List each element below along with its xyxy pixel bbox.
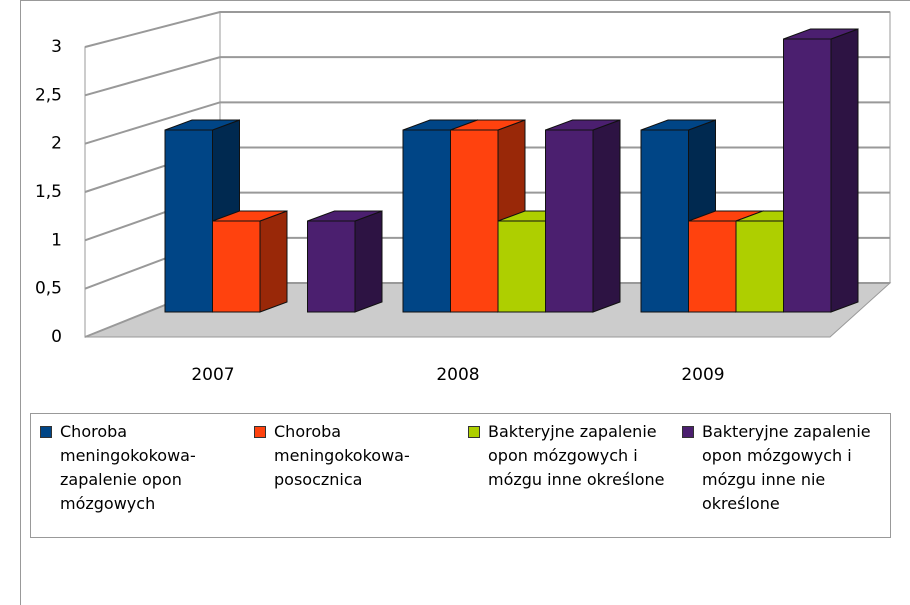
x-tick-label: 2007 bbox=[191, 365, 234, 385]
bar bbox=[212, 210, 288, 313]
grid-line bbox=[84, 56, 890, 97]
bar-front bbox=[307, 220, 356, 313]
bar-front bbox=[783, 38, 832, 313]
frame bbox=[20, 0, 910, 605]
bar-side bbox=[354, 210, 383, 313]
bar bbox=[545, 119, 621, 313]
bar-front bbox=[212, 220, 261, 313]
legend-box bbox=[30, 413, 891, 538]
legend-entry: Bakteryjne zapalenie opon mózgowych i mó… bbox=[468, 420, 668, 492]
legend-label: Bakteryjne zapalenie opon mózgowych i mó… bbox=[488, 422, 665, 489]
y-tick-label: 3 bbox=[51, 37, 62, 57]
y-tick-label: 0 bbox=[51, 327, 62, 347]
y-tick-label: 1 bbox=[51, 230, 62, 250]
y-tick-label: 2,5 bbox=[35, 85, 62, 105]
bar-side bbox=[259, 210, 288, 313]
bar-front bbox=[402, 129, 451, 313]
legend-label: Choroba meningokokowa-posocznica bbox=[274, 422, 410, 489]
legend-label: Bakteryjne zapalenie opon mózgowych i mó… bbox=[702, 422, 871, 513]
bar-front bbox=[545, 129, 594, 313]
y-tick-label: 0,5 bbox=[35, 279, 62, 299]
bar-front bbox=[688, 220, 737, 313]
bar bbox=[783, 28, 859, 313]
y-tick-label: 1,5 bbox=[35, 182, 62, 202]
bar-side bbox=[830, 28, 859, 313]
legend-entry: Choroba meningokokowa-zapalenie opon móz… bbox=[40, 420, 240, 516]
legend-swatch bbox=[40, 426, 52, 438]
bar-front bbox=[164, 129, 213, 313]
y-tick-label: 2 bbox=[51, 134, 62, 154]
bar bbox=[307, 210, 383, 313]
legend-swatch bbox=[254, 426, 266, 438]
bar-front bbox=[497, 220, 546, 313]
x-tick-label: 2009 bbox=[681, 365, 724, 385]
x-tick-label: 2008 bbox=[436, 365, 479, 385]
legend-entry: Bakteryjne zapalenie opon mózgowych i mó… bbox=[682, 420, 882, 516]
legend-label: Choroba meningokokowa-zapalenie opon móz… bbox=[60, 422, 196, 513]
legend-swatch bbox=[682, 426, 694, 438]
grid-line bbox=[84, 11, 890, 48]
legend-entry: Choroba meningokokowa-posocznica bbox=[254, 420, 454, 492]
bar-front bbox=[735, 220, 784, 313]
legend-swatch bbox=[468, 426, 480, 438]
grid-line bbox=[84, 101, 890, 145]
bar-front bbox=[450, 129, 499, 313]
bar-side bbox=[592, 119, 621, 313]
bar-front bbox=[640, 129, 689, 313]
